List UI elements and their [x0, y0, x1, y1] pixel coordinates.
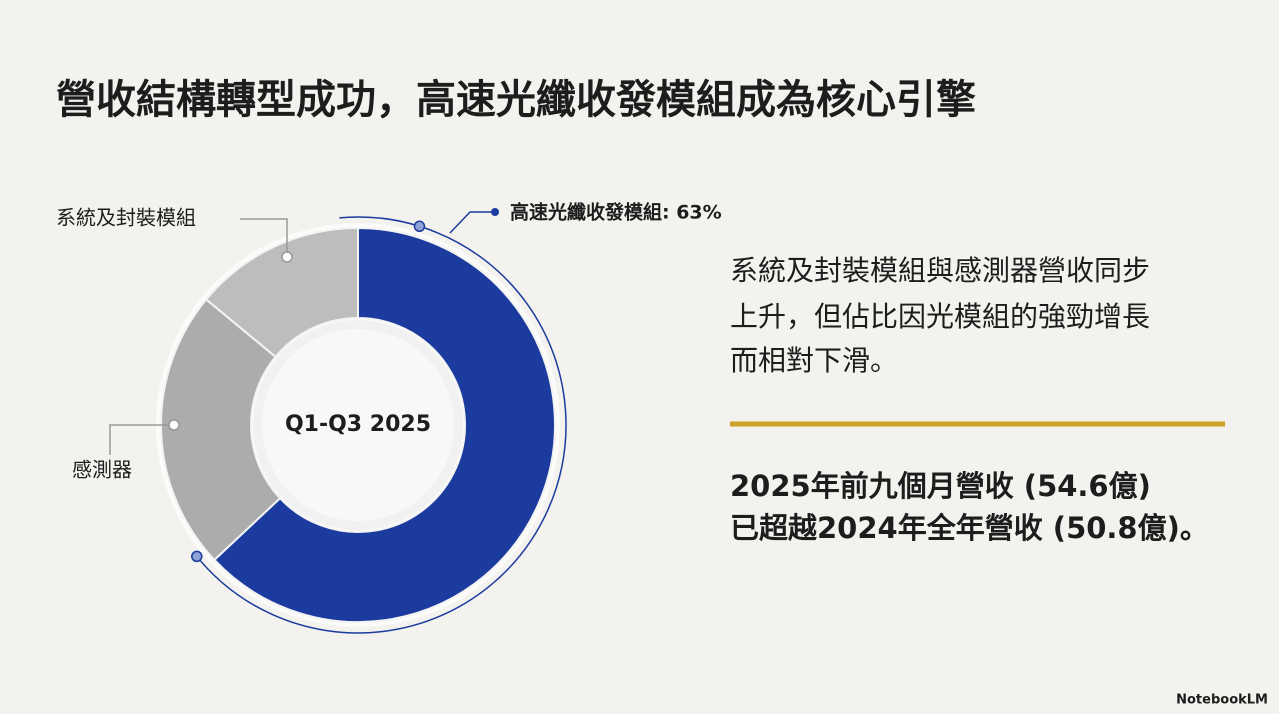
- highlight-line: 2025年前九個月營收 (54.6億): [730, 469, 1151, 503]
- title: 營收結構轉型成功，高速光纖收發模組成為核心引擎: [56, 77, 976, 123]
- highlight-line: 已超越2024年全年營收 (50.8億)。: [730, 511, 1209, 545]
- segment-label: 高速光纖收發模組: 63%: [510, 201, 722, 224]
- callout-dot: [491, 208, 499, 216]
- donut-segment: [212, 226, 556, 623]
- segment-label: 系統及封裝模組: [56, 206, 196, 230]
- arc-dot: [191, 550, 203, 563]
- center-label: Q1-Q3 2025: [285, 412, 431, 437]
- note-line: 而相對下滑。: [730, 344, 898, 377]
- highlight-arc: [193, 216, 567, 634]
- note-line: 上升，但佔比因光模組的強勁增長: [730, 300, 1150, 333]
- callout-dot: [168, 419, 180, 431]
- hole-inner: [262, 329, 454, 521]
- callout-line: [240, 218, 288, 257]
- footer: NotebookLM: [1176, 693, 1268, 708]
- callout-line: [449, 211, 495, 234]
- callout-line: [109, 424, 174, 455]
- segment-label: 感測器: [72, 458, 132, 482]
- donut-segment: [160, 298, 282, 562]
- note-line: 系統及封裝模組與感測器營收同步: [730, 254, 1150, 287]
- arc-dot: [413, 220, 426, 233]
- donut-segment: [204, 226, 359, 359]
- callout-dot: [281, 251, 293, 263]
